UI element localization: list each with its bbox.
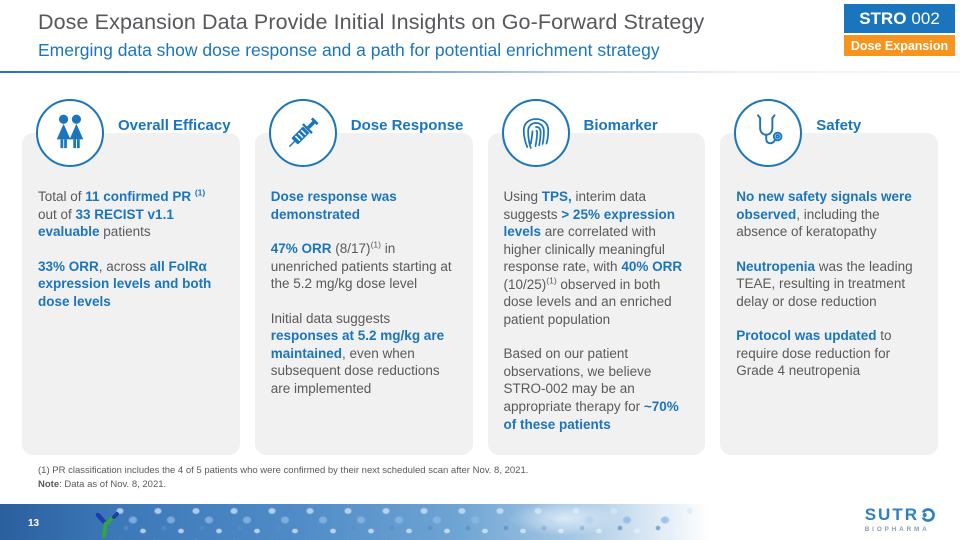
paragraph: Total of 11 confirmed PR (1) out of 33 R… [38, 187, 206, 240]
paragraph: Initial data suggests responses at 5.2 m… [270, 310, 445, 396]
fingerprint-icon-svg [522, 118, 549, 149]
column-title-safety: Safety [816, 117, 862, 134]
antibody-icon [95, 512, 119, 538]
card-safety: Safety No new safety signals were observ… [720, 99, 938, 455]
paragraph: Protocol was updated to require dose red… [736, 328, 892, 379]
header-divider [0, 71, 960, 73]
program-tag-badge: Dose Expansion [844, 35, 955, 56]
paragraph: 47% ORR (8/17)(1) in unenriched patients… [270, 239, 452, 292]
footnote-note-text: : Data as of Nov. 8, 2021. [59, 479, 167, 491]
footnote-note: Note: Data as of Nov. 8, 2021. [38, 478, 528, 492]
footnotes: (1) PR classification includes the 4 of … [38, 464, 528, 493]
card-biomarker: Biomarker Using TPS, interim data sugges… [487, 99, 706, 455]
card-body-biomarker: Using TPS, interim data suggests > 25% e… [487, 133, 706, 455]
logo-subtext: BIOPHARMA [864, 526, 930, 533]
stethoscope-icon [734, 99, 803, 167]
company-logo-wordmark: SUTR [865, 505, 936, 525]
program-name-badge: STRO 002 [844, 4, 955, 33]
paragraph: No new safety signals were observed, inc… [736, 189, 912, 240]
paragraph: 33% ORR, across all FolRα expression lev… [38, 258, 212, 309]
cell-texture-image [112, 504, 692, 540]
paragraph: Neutropenia was the leading TEAE, result… [736, 258, 913, 309]
column-title-biomarker: Biomarker [583, 117, 658, 134]
card-overall-efficacy: Overall Efficacy Total of 11 confirmed P… [22, 99, 240, 455]
fingerprint-icon [501, 99, 570, 167]
footer-band [0, 504, 960, 540]
program-tag: Dose Expansion [850, 38, 949, 53]
program-code: 002 [911, 8, 940, 28]
program-name: STRO [859, 8, 907, 28]
footnote-1: (1) PR classification includes the 4 of … [38, 465, 529, 476]
program-badge: STRO 002 Dose Expansion [844, 4, 955, 56]
two-women-icon-svg [56, 114, 84, 149]
page-number: 13 [28, 518, 40, 529]
paragraph: Using TPS, interim data suggests > 25% e… [503, 189, 683, 327]
card-body-dose-response: Dose response was demonstrated 47% ORR (8… [254, 133, 473, 455]
two-women-icon [36, 99, 104, 167]
card-dose-response: Dose Response Dose response was demonstr… [254, 99, 473, 455]
footnote-note-label: Note [38, 479, 60, 491]
card-body-safety: No new safety signals were observed, inc… [720, 133, 938, 455]
stethoscope-icon-svg [757, 114, 783, 145]
page-subtitle: Emerging data show dose response and a p… [38, 40, 660, 60]
column-title-overall-efficacy: Overall Efficacy [118, 117, 231, 134]
page-title: Dose Expansion Data Provide Initial Insi… [38, 10, 705, 34]
column-title-dose-response: Dose Response [350, 117, 464, 134]
summary-cards: Overall Efficacy Total of 11 confirmed P… [22, 99, 938, 455]
card-body-overall-efficacy: Total of 11 confirmed PR (1) out of 33 R… [22, 133, 240, 455]
syringe-icon-svg [288, 117, 319, 148]
paragraph: Based on our patient observations, we be… [503, 346, 679, 432]
company-logo: SUTR BIOPHARMA [865, 505, 936, 533]
syringe-icon [268, 99, 337, 167]
paragraph: Dose response was demonstrated [270, 189, 397, 222]
logo-text: SUTR [864, 505, 919, 524]
logo-o-mark [920, 508, 935, 522]
